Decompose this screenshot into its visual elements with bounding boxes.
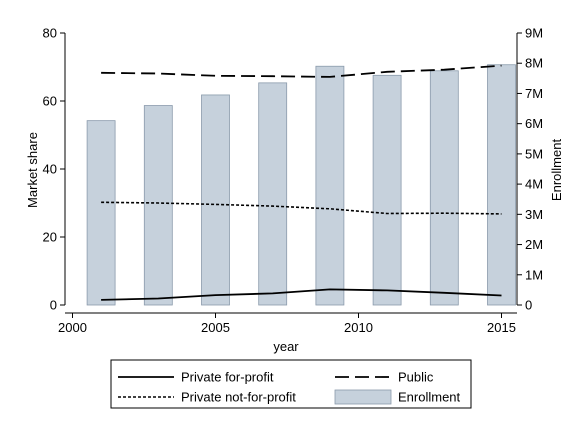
x-tick-label: 2005 [201, 320, 230, 335]
y-left-tick-label: 0 [50, 298, 57, 313]
y-right-tick-label: 7M [525, 86, 543, 101]
enrollment-bar [487, 64, 516, 306]
private-for-profit-line [101, 288, 502, 301]
y-left-tick-label: 60 [43, 94, 57, 109]
enrollment-bar [258, 82, 288, 306]
y-right-tick-label: 0 [525, 298, 532, 313]
y-axis-right-label: Enrollment [549, 139, 564, 202]
y-left-tick-label: 80 [43, 26, 57, 41]
x-tick-label: 2010 [344, 320, 373, 335]
y-right-tick-label: 4M [525, 177, 543, 192]
legend-label: Enrollment [398, 390, 461, 405]
enrollment-bar [201, 94, 230, 306]
y-axis-left-label: Market share [25, 132, 40, 208]
private-not-for-profit-line [101, 201, 502, 215]
legend-label: Public [398, 370, 434, 385]
legend: Private for-profit Public Private not-for-… [110, 359, 472, 409]
enrollment-bar [315, 65, 345, 306]
y-right-tick-label: 3M [525, 207, 543, 222]
enrollment-bar [429, 70, 459, 306]
y-right-tick-label: 9M [525, 26, 543, 41]
enrollment-bar [86, 120, 116, 306]
y-right-tick-label: 1M [525, 267, 543, 282]
x-tick-label: 2015 [487, 320, 516, 335]
y-right-tick-label: 2M [525, 237, 543, 252]
x-tick-label: 2000 [58, 320, 87, 335]
legend-swatch-enrollment [334, 389, 392, 405]
x-axis-label: year [273, 339, 299, 354]
axes: 0 20 40 60 80 0 1M 2M 3M 4M 5M 6M 7M 8M 9M 2000 2005 2010… [43, 26, 544, 336]
legend-box [110, 359, 472, 409]
enrollment-bar [372, 74, 402, 306]
enrollment-bar [143, 105, 173, 306]
legend-label: Private not-for-profit [181, 390, 296, 405]
line-layer [101, 64, 502, 301]
y-right-tick-label: 6M [525, 116, 543, 131]
y-right-tick-label: 8M [525, 56, 543, 71]
y-left-tick-label: 20 [43, 230, 57, 245]
public-line [101, 64, 502, 78]
y-right-tick-label: 5M [525, 146, 543, 161]
y-left-tick-label: 40 [43, 162, 57, 177]
bar-layer [86, 64, 516, 306]
legend-label: Private for-profit [181, 370, 274, 385]
